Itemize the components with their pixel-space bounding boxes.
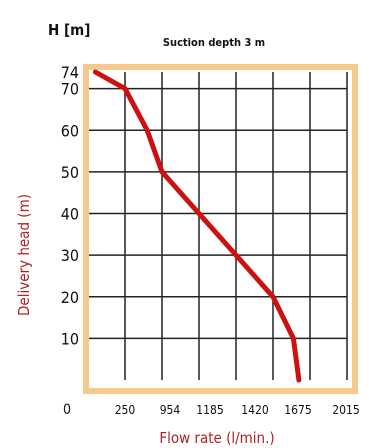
- y-tick-label: 10: [61, 329, 79, 348]
- y-tick-label: 74: [61, 63, 79, 82]
- x-tick-labels: 250 954 1185 1420 1675 2015: [115, 403, 360, 417]
- performance-curve: [92, 69, 302, 383]
- y-tick-label: 60: [61, 121, 79, 140]
- plot-frame: [83, 64, 358, 394]
- x-tick-label: 954: [160, 403, 181, 417]
- x-tick-label: 1675: [284, 403, 311, 417]
- grid: [89, 72, 348, 380]
- x-axis-label: Flow rate (l/min.): [159, 429, 274, 447]
- x-tick-label: 1185: [196, 403, 223, 417]
- x-tick-label: 2015: [332, 403, 359, 417]
- y-tick-label: 50: [61, 163, 79, 182]
- x-tick-label: 1420: [241, 403, 269, 417]
- y-tick-label: 30: [61, 246, 79, 265]
- y-axis-title: H [m]: [48, 21, 90, 39]
- y-tick-label: 20: [61, 288, 79, 307]
- x-tick-label: 250: [115, 403, 136, 417]
- y-axis-label: Delivery head (m): [15, 194, 33, 316]
- y-tick-label: 70: [61, 80, 79, 99]
- x-origin-label: 0: [63, 402, 71, 418]
- y-tick-label: 40: [61, 205, 79, 224]
- chart-subtitle: Suction depth 3 m: [163, 36, 265, 49]
